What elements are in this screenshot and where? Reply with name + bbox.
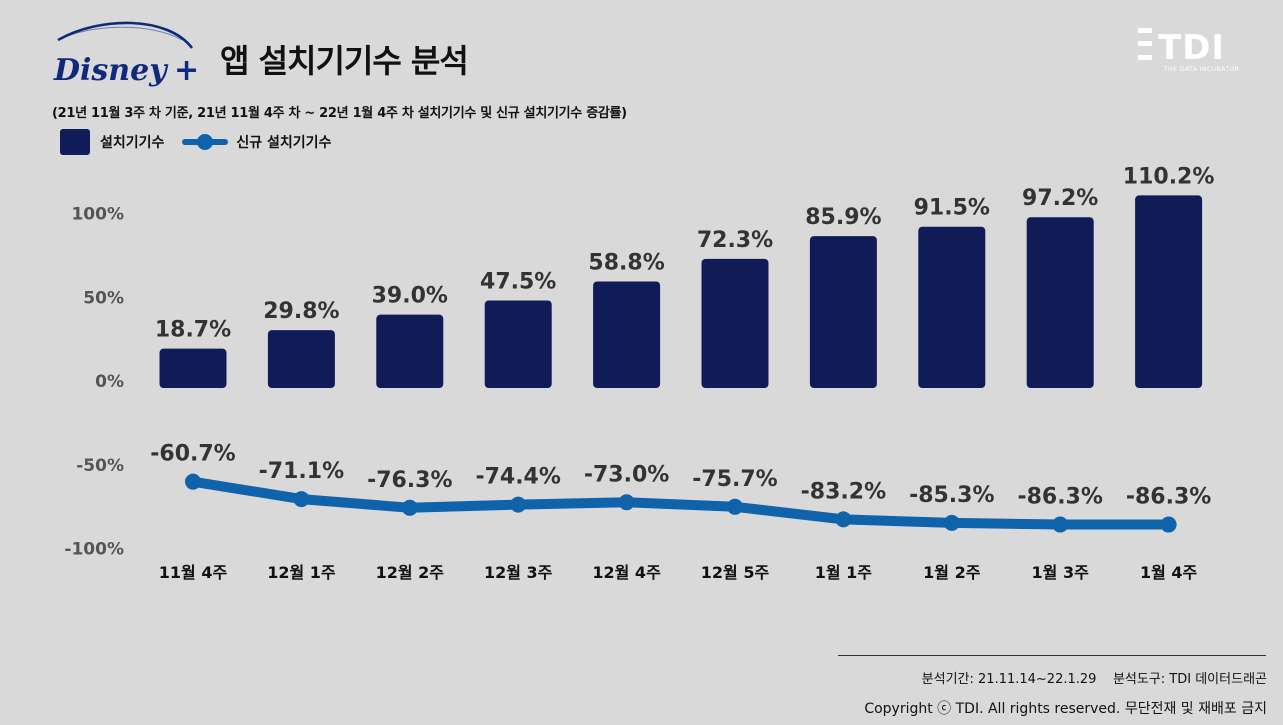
y-tick-label: 50% <box>83 288 124 308</box>
line-series <box>188 476 1174 530</box>
line-value-label: -86.3% <box>1017 485 1102 510</box>
bar <box>593 281 661 388</box>
bar <box>809 236 877 388</box>
page-subtitle: (21년 11월 3주 차 기준, 21년 11월 4주 차 ~ 22년 1월 … <box>52 106 627 121</box>
line-point <box>1052 516 1069 533</box>
y-tick-label: 100% <box>71 205 124 225</box>
line-value-label: -60.7% <box>150 442 235 467</box>
x-tick-label: 11월 4주 <box>159 563 228 582</box>
legend-line-label: 신규 설치기기수 <box>236 135 332 151</box>
line-point <box>510 496 527 513</box>
x-tick-label: 1월 4주 <box>1140 563 1198 582</box>
x-tick-label: 12월 5주 <box>701 563 770 582</box>
x-tick-label: 1월 2주 <box>923 563 981 582</box>
line-value-label: -71.1% <box>259 459 344 484</box>
bar <box>159 348 227 388</box>
x-tick-label: 12월 3주 <box>484 563 553 582</box>
tdi-brand-logo: TDI THE DATA INCUBATOR <box>1138 28 1250 78</box>
bar-value-label: 72.3% <box>697 228 773 253</box>
bar-value-label: 85.9% <box>805 205 881 230</box>
bar-value-label: 58.8% <box>588 251 664 276</box>
bar <box>918 226 986 388</box>
line-point <box>943 514 960 531</box>
line-point <box>293 491 310 508</box>
line-value-label: -76.3% <box>367 468 452 493</box>
bar-value-label: 91.5% <box>914 196 990 221</box>
line-value-label: -73.0% <box>584 462 669 487</box>
line-point <box>1160 516 1177 533</box>
svg-text:+: + <box>174 53 199 88</box>
copyright-notice: Copyright ⓒ TDI. All rights reserved. 무단… <box>864 701 1267 717</box>
x-tick-label: 12월 4주 <box>592 563 661 582</box>
bar-value-label: 110.2% <box>1123 164 1215 189</box>
tdi-logo-tagline: THE DATA INCUBATOR <box>1164 66 1240 73</box>
line-value-label: -83.2% <box>801 479 886 504</box>
bar <box>1135 195 1203 388</box>
y-tick-label: -50% <box>76 456 124 476</box>
line-point <box>618 494 635 511</box>
line-point <box>727 498 743 515</box>
line-value-label: -86.3% <box>1126 485 1211 510</box>
bar <box>484 300 552 388</box>
analysis-period: 분석기간: 21.11.14~22.1.29 분석도구: TDI 데이터드래곤 <box>921 672 1267 687</box>
line-point <box>401 499 418 516</box>
x-tick-label: 1월 1주 <box>815 563 873 582</box>
bar-value-label: 97.2% <box>1022 186 1098 211</box>
bar <box>376 314 444 388</box>
svg-text:Disney: Disney <box>53 53 169 88</box>
legend-line-swatch <box>182 132 229 152</box>
bar-value-label: 18.7% <box>155 318 231 343</box>
bar-value-label: 47.5% <box>480 269 556 294</box>
x-tick-label: 12월 1주 <box>267 563 336 582</box>
x-tick-label: 12월 2주 <box>376 563 445 582</box>
bar <box>701 258 769 388</box>
legend-bar-swatch <box>60 129 90 155</box>
line-value-label: -75.7% <box>692 467 777 492</box>
disney-plus-logo: Disney + <box>50 14 202 94</box>
line-value-label: -85.3% <box>909 483 994 508</box>
footer-divider <box>838 655 1266 656</box>
chart-legend: 설치기기수 신규 설치기기수 <box>60 128 331 156</box>
line-point <box>185 473 201 490</box>
y-tick-label: 0% <box>95 372 124 392</box>
line-value-label: -74.4% <box>475 465 560 490</box>
legend-bar-label: 설치기기수 <box>100 135 165 151</box>
y-tick-label: -100% <box>64 540 124 560</box>
bar-value-label: 29.8% <box>263 299 339 324</box>
page-title: 앱 설치기기수 분석 <box>220 42 469 80</box>
line-point <box>835 511 852 528</box>
bar <box>1026 217 1094 388</box>
x-tick-label: 1월 3주 <box>1032 563 1090 582</box>
bar-value-label: 39.0% <box>372 284 448 309</box>
bar <box>267 330 335 388</box>
tdi-logo-mark: TDI <box>1138 28 1250 66</box>
